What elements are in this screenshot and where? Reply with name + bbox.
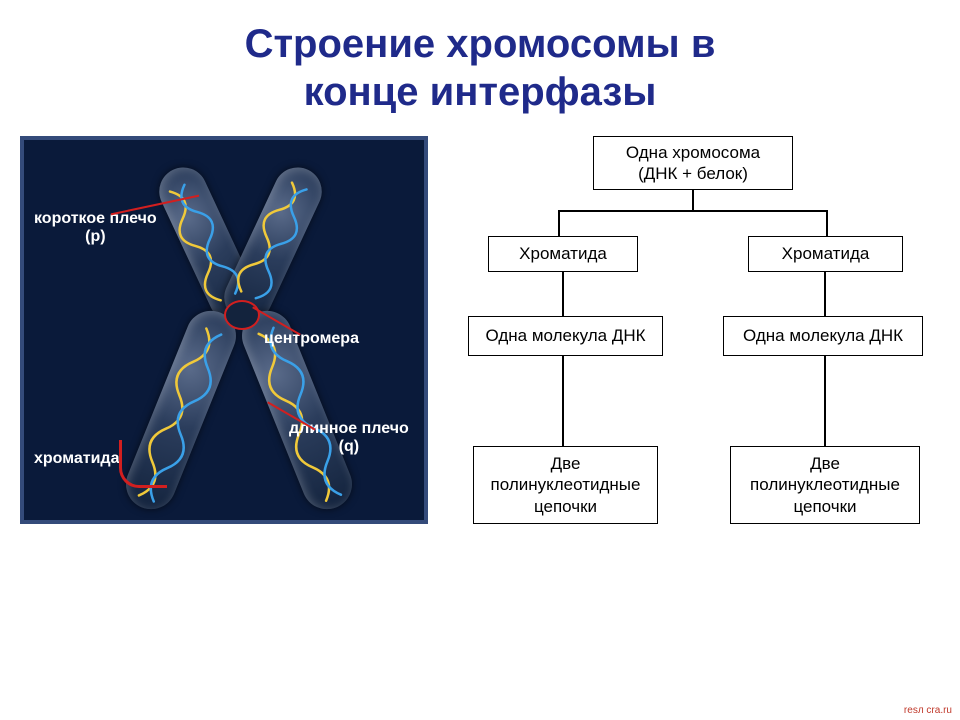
- box-l2-right: Хроматида: [748, 236, 903, 272]
- conn-l3l-l4: [562, 356, 564, 446]
- conn-l2r-down: [826, 210, 828, 236]
- box-root: Одна хромосома (ДНК + белок): [593, 136, 793, 190]
- brace-chromatid: [119, 440, 167, 488]
- conn-l2r-l3: [824, 272, 826, 316]
- box-l2-left: Хроматида: [488, 236, 638, 272]
- chromosome-illustration: короткое плечо (p) центромера длинное пл…: [20, 136, 428, 524]
- box-l4-right: Две полинуклеотидные цепочки: [730, 446, 920, 524]
- watermark: resл cra.ru: [904, 705, 952, 716]
- box-l3-left: Одна молекула ДНК: [468, 316, 663, 356]
- conn-root-h: [558, 210, 828, 212]
- content-row: короткое плечо (p) центромера длинное пл…: [0, 116, 960, 524]
- chromosome-canvas: короткое плечо (p) центромера длинное пл…: [24, 140, 424, 520]
- title-line2: конце интерфазы: [0, 68, 960, 116]
- conn-l3r-l4: [824, 356, 826, 446]
- box-l3-right: Одна молекула ДНК: [723, 316, 923, 356]
- flowchart: Одна хромосома (ДНК + белок) Хроматида Х…: [458, 136, 940, 524]
- label-short-arm: короткое плечо (p): [34, 210, 157, 245]
- box-l4-left: Две полинуклеотидные цепочки: [473, 446, 658, 524]
- title-line1: Строение хромосомы в: [0, 20, 960, 68]
- conn-l2l-l3: [562, 272, 564, 316]
- page-title: Строение хромосомы в конце интерфазы: [0, 0, 960, 116]
- label-centromere: центромера: [264, 330, 359, 348]
- label-chromatid: хроматида: [34, 450, 119, 468]
- conn-root-down: [692, 190, 694, 210]
- conn-l2l-down: [558, 210, 560, 236]
